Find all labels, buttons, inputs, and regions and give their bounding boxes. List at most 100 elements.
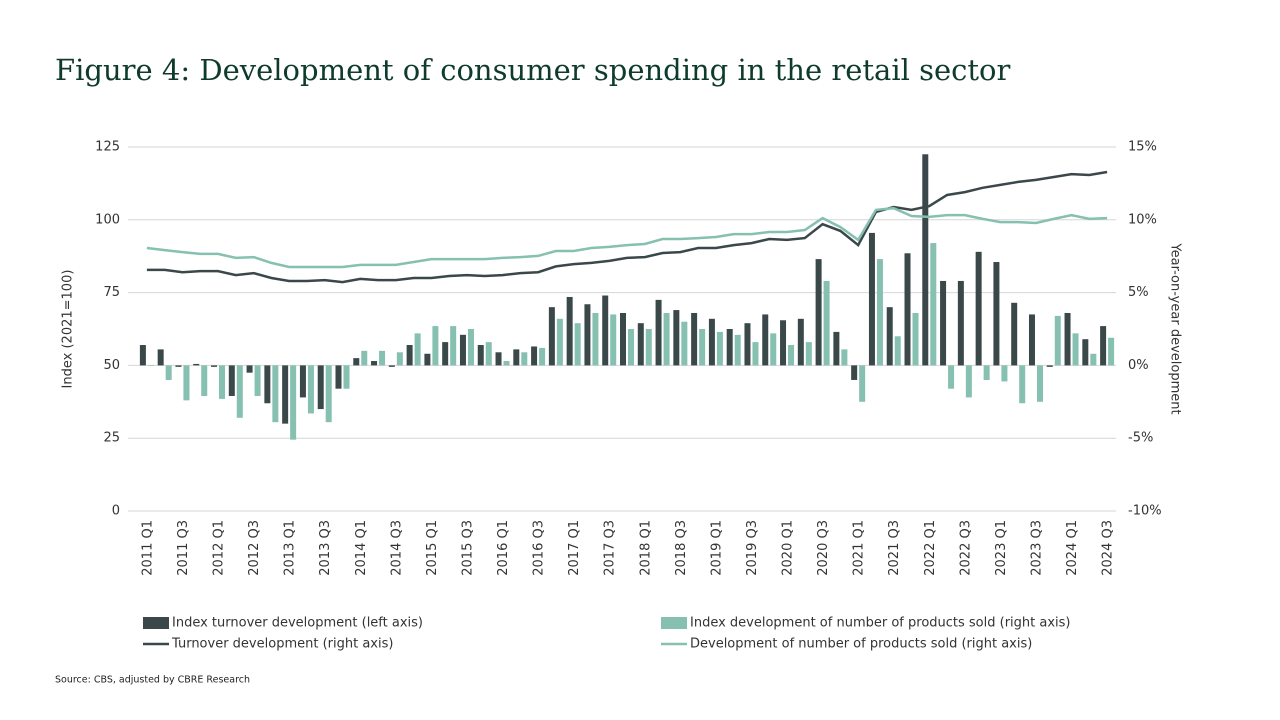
bar (157, 349, 164, 366)
bar (477, 345, 484, 366)
bar (521, 352, 528, 366)
bar (876, 259, 883, 366)
bar (388, 365, 395, 367)
bar (673, 310, 680, 366)
bar (396, 352, 403, 366)
bar (282, 365, 289, 424)
bar (602, 295, 609, 366)
y-tick-label: 75 (103, 285, 120, 300)
x-tick-label: 2011 Q1 (140, 520, 155, 576)
bar (1090, 353, 1097, 366)
bar (637, 323, 644, 366)
bar (406, 345, 413, 366)
legend-label: Development of number of products sold (… (690, 637, 1032, 652)
bar (922, 154, 929, 366)
y2-tick-label: -5% (1128, 431, 1153, 446)
x-tick-label: 2024 Q1 (1065, 520, 1080, 576)
bar (361, 350, 368, 366)
bar (948, 365, 955, 389)
bar (851, 365, 858, 380)
line (146, 206, 1108, 269)
bar (663, 312, 670, 366)
bar (353, 358, 360, 366)
bar (716, 331, 723, 366)
bar (734, 334, 741, 366)
x-tick-label: 2020 Q1 (781, 520, 796, 576)
bar (211, 365, 218, 367)
bar (770, 333, 777, 366)
x-tick-label: 2024 Q3 (1101, 520, 1116, 576)
y-axis-label: Index (2021=100) (61, 270, 76, 389)
bar (414, 333, 421, 366)
y2-tick-label: 5% (1128, 285, 1149, 300)
x-tick-label: 2013 Q3 (318, 520, 333, 576)
bar (236, 365, 243, 418)
bar (566, 296, 573, 366)
y-tick-label: 100 (95, 212, 120, 227)
bar (325, 365, 332, 423)
bar (1064, 312, 1071, 366)
bar (317, 365, 324, 410)
bar (655, 299, 662, 366)
bar (752, 342, 759, 366)
bar (815, 259, 822, 366)
x-tick-label: 2016 Q3 (532, 520, 547, 576)
bar (193, 363, 200, 366)
bar (335, 365, 342, 389)
y-tick-label: 0 (112, 504, 120, 519)
bar (574, 323, 581, 366)
x-tick-label: 2012 Q1 (212, 520, 227, 576)
bar (139, 345, 146, 366)
bar (343, 365, 350, 389)
legend-swatch (143, 617, 169, 629)
bar (744, 323, 751, 366)
bar (467, 329, 474, 366)
bar (894, 336, 901, 366)
bar (175, 365, 182, 367)
bar (272, 365, 279, 423)
bar (788, 345, 795, 366)
bar (823, 280, 830, 366)
bar (780, 320, 787, 366)
bar (699, 329, 706, 366)
bar (620, 312, 626, 366)
bar (886, 307, 893, 366)
y-tick-label: 25 (103, 431, 120, 446)
bar (1100, 326, 1107, 366)
x-tick-label: 2014 Q1 (354, 520, 369, 576)
bar (965, 365, 972, 398)
bar (940, 280, 947, 366)
bar (290, 365, 297, 440)
y2-tick-label: 10% (1128, 212, 1157, 227)
x-tick-label: 2022 Q1 (923, 520, 938, 576)
x-tick-label: 2020 Q3 (816, 520, 831, 576)
bar (459, 334, 466, 366)
bar (841, 349, 848, 366)
legend-label: Turnover development (right axis) (171, 637, 393, 652)
bar (708, 318, 715, 366)
x-tick-label: 2018 Q1 (638, 520, 653, 576)
bar (1108, 337, 1115, 366)
bar (592, 312, 599, 366)
bar (1001, 365, 1008, 382)
bar (726, 329, 733, 366)
x-tick-label: 2017 Q3 (603, 520, 618, 576)
bar (442, 342, 449, 366)
bar (1028, 314, 1035, 366)
bar (1036, 365, 1043, 402)
x-tick-label: 2012 Q3 (247, 520, 262, 576)
bar (645, 329, 652, 366)
bar (1019, 365, 1026, 404)
x-tick-label: 2022 Q3 (958, 520, 973, 576)
x-tick-label: 2018 Q3 (674, 520, 689, 576)
y-tick-label: 50 (103, 358, 120, 373)
bar (983, 365, 990, 380)
y2-tick-label: -10% (1128, 504, 1162, 519)
y2-axis-label: Year-on-year development (1168, 242, 1183, 414)
bar (859, 365, 866, 402)
bar (628, 329, 634, 366)
bar (957, 280, 964, 366)
bar (904, 253, 911, 366)
bar (548, 307, 555, 366)
bar (147, 365, 154, 366)
